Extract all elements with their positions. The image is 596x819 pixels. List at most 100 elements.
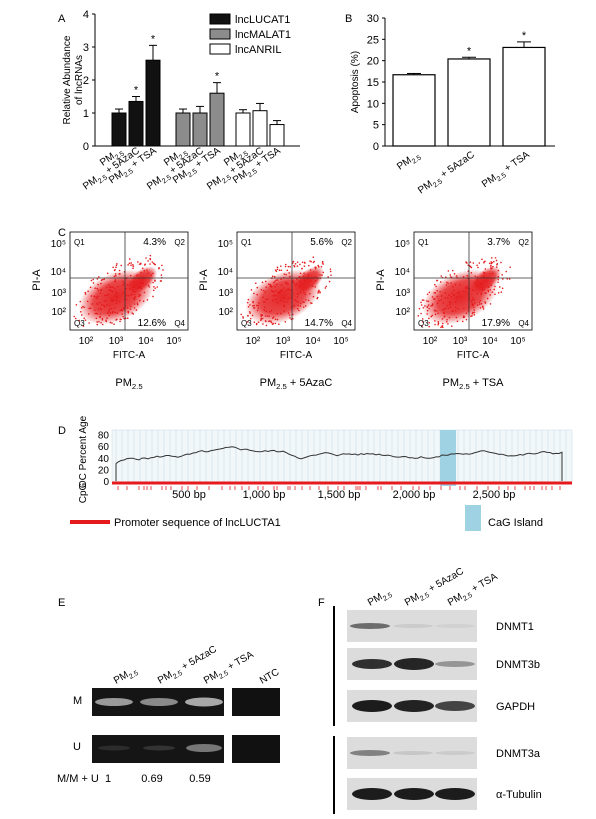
flow-dot bbox=[121, 284, 124, 287]
flow-dot bbox=[111, 322, 113, 324]
flow-dot bbox=[299, 292, 302, 294]
flow-dot bbox=[293, 282, 296, 285]
a-xlabel-sub: 2.5 bbox=[187, 168, 199, 179]
panel-e-row-m: M bbox=[73, 695, 82, 707]
flow-dot bbox=[283, 301, 286, 303]
flow-dot bbox=[421, 325, 423, 327]
flow-dot bbox=[489, 303, 492, 305]
flow-dot bbox=[487, 286, 490, 288]
flow-dot bbox=[75, 317, 77, 320]
flow-dot bbox=[471, 312, 474, 315]
flow-dot bbox=[490, 266, 492, 268]
flow-dot bbox=[96, 323, 99, 326]
panel-label-f: F bbox=[318, 597, 325, 609]
b-ytick-label: 20 bbox=[367, 56, 379, 68]
flow-dot bbox=[489, 289, 492, 291]
flow-dot bbox=[101, 323, 104, 326]
flow-dot bbox=[474, 281, 476, 284]
flow-dot bbox=[152, 295, 154, 298]
flow-dot bbox=[256, 293, 258, 296]
flow-dot bbox=[257, 307, 260, 309]
flow-dot bbox=[294, 263, 297, 265]
b-xlabel: PM2.5 bbox=[395, 149, 423, 174]
flow-dot bbox=[128, 284, 131, 286]
flow-xtick: 10² bbox=[423, 336, 438, 347]
flow-dot bbox=[444, 292, 447, 294]
flow-dot bbox=[473, 302, 476, 304]
flow-dot bbox=[253, 321, 256, 324]
flow-dot bbox=[428, 321, 431, 324]
flow-q4-value: 12.6% bbox=[138, 318, 166, 329]
flow-dot bbox=[138, 263, 141, 265]
flow-dot bbox=[476, 292, 479, 295]
f-protein-label: GAPDH bbox=[496, 701, 535, 713]
flow-dot bbox=[265, 310, 268, 313]
flow-dot bbox=[448, 316, 451, 319]
a-ytick-label: 2 bbox=[83, 75, 89, 87]
flow-dot bbox=[490, 264, 492, 267]
flow-dot bbox=[452, 286, 454, 288]
flow-dot bbox=[116, 312, 119, 314]
flow-dot bbox=[80, 314, 83, 316]
flow-dot bbox=[427, 300, 430, 303]
flow-dot bbox=[298, 280, 301, 282]
f-band bbox=[352, 700, 392, 712]
flow-dot bbox=[145, 257, 147, 259]
flow-dot bbox=[477, 266, 479, 269]
flow-dot bbox=[446, 281, 448, 284]
flow-dot bbox=[433, 298, 435, 300]
flow-condition-label: PM2.5 + TSA bbox=[443, 377, 505, 391]
flow-dot bbox=[263, 301, 265, 303]
flow-dot bbox=[252, 300, 254, 303]
e-lane-label-sub: 2.5 bbox=[218, 670, 230, 681]
flow-dot bbox=[447, 323, 449, 325]
flow-dot bbox=[119, 320, 121, 323]
flow-dot bbox=[450, 296, 453, 298]
e-lane-label: PM2.5 bbox=[112, 665, 140, 689]
flow-dot bbox=[493, 260, 495, 263]
flow-dot bbox=[303, 280, 306, 283]
flow-dot bbox=[279, 312, 282, 315]
flow-dot bbox=[487, 290, 490, 293]
chart-b-bars: ** bbox=[392, 30, 546, 147]
flow-dot bbox=[131, 312, 133, 314]
flow-condition-label: PM2.5 + 5AzaC bbox=[260, 377, 333, 391]
flow-dot bbox=[105, 320, 108, 323]
f-band bbox=[352, 788, 392, 800]
flow-dot bbox=[260, 289, 263, 291]
a-xlabel-sub: 2.5 bbox=[221, 174, 233, 185]
flow-dot bbox=[320, 265, 323, 268]
flow-dot bbox=[116, 263, 118, 265]
flow-dot bbox=[108, 304, 111, 307]
flow-dot bbox=[426, 309, 429, 312]
flow-dot bbox=[290, 296, 292, 299]
flow-dot bbox=[284, 265, 287, 268]
flow-dot bbox=[316, 297, 318, 300]
e-lane-label-sub: 2.5 bbox=[128, 670, 140, 681]
flow-dot bbox=[473, 309, 476, 311]
flow-dot bbox=[120, 318, 122, 321]
flow-dot bbox=[132, 265, 135, 268]
flow-dot bbox=[104, 305, 106, 308]
flow-dot bbox=[78, 319, 80, 322]
flow-dot bbox=[106, 272, 109, 275]
flow-dot bbox=[486, 297, 489, 300]
flow-dot bbox=[328, 280, 331, 283]
b-significance: * bbox=[522, 30, 527, 42]
flow-dot bbox=[434, 320, 436, 322]
flow-dot bbox=[319, 291, 321, 293]
flow-dot bbox=[430, 305, 432, 307]
flow-dot bbox=[317, 290, 320, 293]
flow-dot bbox=[501, 274, 503, 276]
flow-dot bbox=[481, 258, 483, 261]
panel-f-blots: DNMT1 DNMT3b GAPDH DNMT3a α-Tubulin bbox=[347, 610, 542, 810]
flow-ytick: 10⁵ bbox=[395, 239, 410, 250]
flow-q4-value: 17.9% bbox=[482, 318, 510, 329]
flow-dot bbox=[450, 325, 453, 327]
flow-dot bbox=[271, 275, 274, 278]
flow-q2: Q2 bbox=[341, 238, 352, 247]
flow-dot bbox=[93, 309, 96, 311]
flow-dot bbox=[265, 286, 268, 288]
chart-a: Relative Abundanceof lncRNAs 0 1 2 3 4 * * * P… bbox=[62, 9, 300, 192]
